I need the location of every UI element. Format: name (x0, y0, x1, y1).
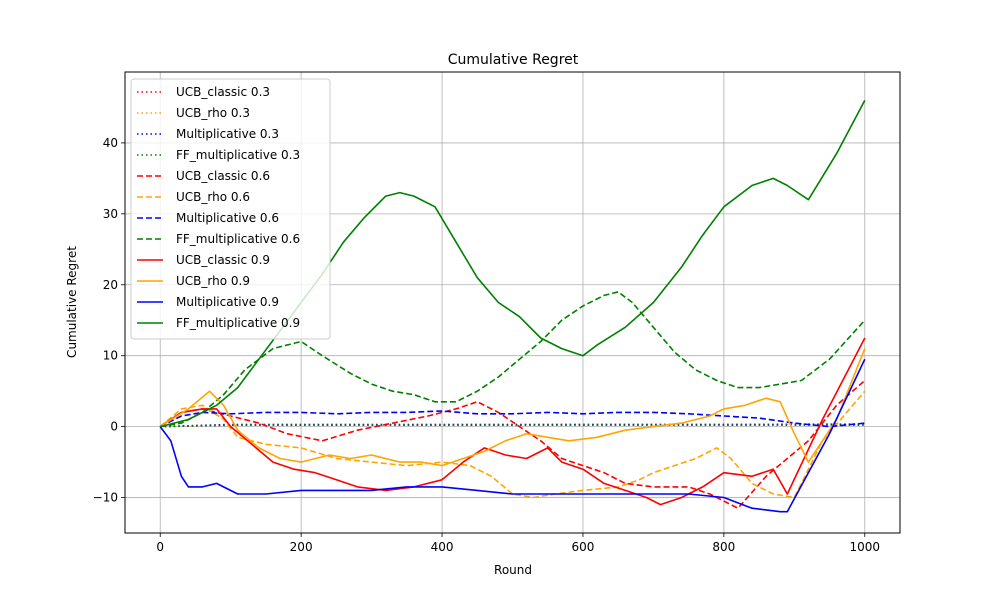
legend-label: Multiplicative 0.9 (176, 295, 279, 309)
series-line-9 (159, 348, 866, 467)
series-line-4 (159, 379, 866, 509)
legend-label: FF_multiplicative 0.9 (176, 316, 300, 330)
x-axis-title: Round (494, 563, 532, 577)
series-line-6 (159, 410, 865, 428)
y-tick-label: 0 (110, 420, 118, 434)
series-lines (159, 100, 866, 513)
grid (125, 72, 900, 533)
series-line-5 (159, 390, 866, 499)
y-tick-label: 30 (103, 207, 118, 221)
legend-box (130, 78, 331, 340)
legend-label: UCB_classic 0.9 (176, 253, 270, 267)
legend-label: FF_multiplicative 0.3 (176, 148, 300, 162)
x-tick-label: 0 (156, 540, 164, 554)
series-line-8 (159, 337, 866, 506)
y-axis-title: Cumulative Regret (65, 246, 79, 358)
legend-label: UCB_classic 0.6 (176, 169, 270, 183)
legend-label: Multiplicative 0.3 (176, 127, 279, 141)
legend-label: UCB_classic 0.3 (176, 85, 270, 99)
y-tick-label: 10 (103, 349, 118, 363)
legend-label: UCB_rho 0.6 (176, 190, 250, 204)
legend: UCB_classic 0.3 UCB_rho 0.3 Multiplicative… (130, 78, 331, 340)
y-tick-label: 20 (103, 278, 118, 292)
series-line-10 (159, 358, 866, 513)
x-tick-label: 1000 (849, 540, 880, 554)
legend-label: UCB_rho 0.9 (176, 274, 250, 288)
series-line-3 (160, 424, 865, 428)
y-tick-label: −10 (93, 491, 118, 505)
x-tick-label: 200 (290, 540, 313, 554)
x-tick-label: 800 (712, 540, 735, 554)
x-tick-label: 600 (572, 540, 595, 554)
series-line-7 (160, 291, 866, 428)
x-tick-label: 400 (431, 540, 454, 554)
y-tick-label: 40 (103, 136, 118, 150)
chart-title: Cumulative Regret (448, 52, 579, 68)
plot-frame (124, 71, 901, 534)
axis-ticks: 0 200 400 600 800 1000 −10 0 10 20 30 40 (93, 136, 880, 554)
legend-label: UCB_rho 0.3 (176, 106, 250, 120)
legend-label: Multiplicative 0.6 (176, 211, 279, 225)
legend-label: FF_multiplicative 0.6 (176, 232, 300, 246)
